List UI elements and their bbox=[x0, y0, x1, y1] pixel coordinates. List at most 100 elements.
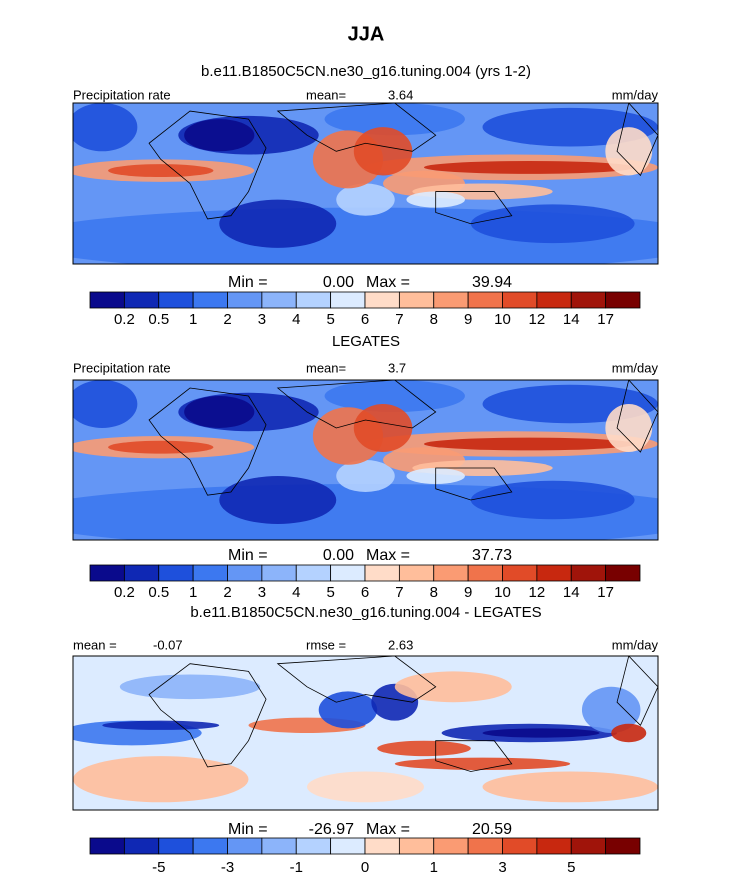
colorbar-label: -3 bbox=[221, 859, 234, 876]
colorbar-box bbox=[570, 291, 607, 309]
field-blob bbox=[605, 404, 653, 452]
colorbar-box bbox=[158, 564, 194, 582]
field-blob bbox=[353, 127, 413, 176]
center-stat-value: 2.63 bbox=[388, 637, 413, 652]
colorbar-box bbox=[570, 564, 607, 582]
colorbar-box bbox=[192, 837, 228, 855]
colorbar-label: 5 bbox=[326, 584, 334, 601]
colorbar-label: 5 bbox=[326, 311, 334, 328]
colorbar-label: 1 bbox=[430, 859, 438, 876]
map-field bbox=[73, 103, 658, 264]
colorbar-label: 10 bbox=[494, 311, 511, 328]
panel-title: b.e11.B1850C5CN.ne30_g16.tuning.004 (yrs… bbox=[201, 63, 531, 80]
colorbar-label: 9 bbox=[464, 311, 472, 328]
field-blob bbox=[353, 404, 413, 452]
colorbar-box bbox=[330, 564, 366, 582]
colorbar-box bbox=[89, 564, 125, 582]
colorbar-box bbox=[398, 291, 435, 309]
field-blob bbox=[394, 757, 571, 770]
field-blob bbox=[336, 460, 395, 492]
colorbar-label: 7 bbox=[395, 311, 403, 328]
field-blob bbox=[108, 440, 214, 454]
map-field bbox=[73, 656, 658, 810]
colorbar-label: 0.2 bbox=[114, 311, 135, 328]
colorbar-box bbox=[330, 837, 366, 855]
center-stat-value: 3.7 bbox=[388, 360, 406, 375]
field-blob bbox=[219, 476, 337, 524]
colorbar-label: -5 bbox=[152, 859, 165, 876]
colorbar-box bbox=[123, 564, 160, 582]
max-label: Max = bbox=[366, 547, 410, 564]
colorbar-box bbox=[158, 837, 194, 855]
max-value: 20.59 bbox=[472, 821, 512, 838]
figure-title: JJA bbox=[348, 23, 385, 45]
colorbar-label: 1 bbox=[189, 584, 197, 601]
max-label: Max = bbox=[366, 274, 410, 291]
colorbar-label: 1 bbox=[189, 311, 197, 328]
colorbar-label: 14 bbox=[563, 311, 580, 328]
colorbar-box bbox=[502, 564, 538, 582]
colorbar-label: 9 bbox=[464, 584, 472, 601]
colorbar-box bbox=[502, 837, 538, 855]
colorbar-label: 6 bbox=[361, 584, 369, 601]
colorbar-label: 2 bbox=[223, 311, 231, 328]
colorbar-box bbox=[89, 837, 125, 855]
colorbar-box bbox=[467, 291, 503, 309]
units: mm/day bbox=[612, 360, 659, 375]
field-blob bbox=[394, 671, 512, 703]
field-blob bbox=[424, 437, 635, 451]
field-blob bbox=[318, 691, 378, 729]
colorbar-box bbox=[433, 564, 469, 582]
field-blob bbox=[73, 103, 138, 152]
colorbar-box bbox=[536, 564, 572, 582]
colorbar-box bbox=[467, 564, 503, 582]
field-name: Precipitation rate bbox=[73, 87, 171, 102]
max-value: 37.73 bbox=[472, 547, 512, 564]
coastline bbox=[148, 387, 267, 496]
field-blob bbox=[581, 686, 641, 734]
colorbar-box bbox=[261, 564, 297, 582]
colorbar-box bbox=[261, 291, 297, 309]
colorbar-label: 17 bbox=[597, 584, 614, 601]
field-blob bbox=[605, 127, 653, 176]
coastline bbox=[616, 103, 658, 177]
colorbar-box bbox=[536, 837, 572, 855]
colorbar-label: 4 bbox=[292, 584, 300, 601]
colorbar-label: 12 bbox=[529, 311, 546, 328]
field-blob bbox=[482, 728, 600, 738]
colorbar-box bbox=[502, 291, 538, 309]
colorbar-label: -1 bbox=[290, 859, 303, 876]
colorbar-box bbox=[605, 291, 641, 309]
min-label: Min = bbox=[228, 821, 268, 838]
colorbar-box bbox=[295, 564, 332, 582]
field-blob bbox=[119, 674, 261, 700]
colorbar-label: 3 bbox=[498, 859, 506, 876]
field-blob bbox=[377, 740, 471, 757]
colorbar-box bbox=[364, 837, 400, 855]
panel-title: b.e11.B1850C5CN.ne30_g16.tuning.004 - LE… bbox=[190, 604, 541, 621]
colorbar-box bbox=[89, 291, 125, 309]
field-blob bbox=[108, 164, 214, 178]
field-blob bbox=[482, 771, 658, 803]
colorbar-box bbox=[433, 291, 469, 309]
field-blob bbox=[324, 103, 465, 136]
colorbar-box bbox=[227, 837, 263, 855]
field-blob bbox=[336, 183, 395, 216]
colorbar-box bbox=[467, 837, 503, 855]
coastline bbox=[148, 110, 267, 220]
colorbar-box bbox=[364, 291, 400, 309]
left-stat-value: -0.07 bbox=[153, 637, 183, 652]
coastline bbox=[435, 740, 513, 772]
field-blob bbox=[611, 723, 647, 743]
map-frame bbox=[72, 655, 659, 811]
coastline bbox=[276, 656, 437, 703]
coastline bbox=[616, 380, 658, 453]
field-blob bbox=[73, 756, 249, 803]
colorbar-box bbox=[398, 564, 435, 582]
colorbar-label: 17 bbox=[597, 311, 614, 328]
colorbar-label: 8 bbox=[430, 584, 438, 601]
colorbar-label: 2 bbox=[223, 584, 231, 601]
coastline bbox=[276, 380, 437, 429]
min-value: 0.00 bbox=[323, 274, 354, 291]
coastline bbox=[435, 191, 513, 225]
